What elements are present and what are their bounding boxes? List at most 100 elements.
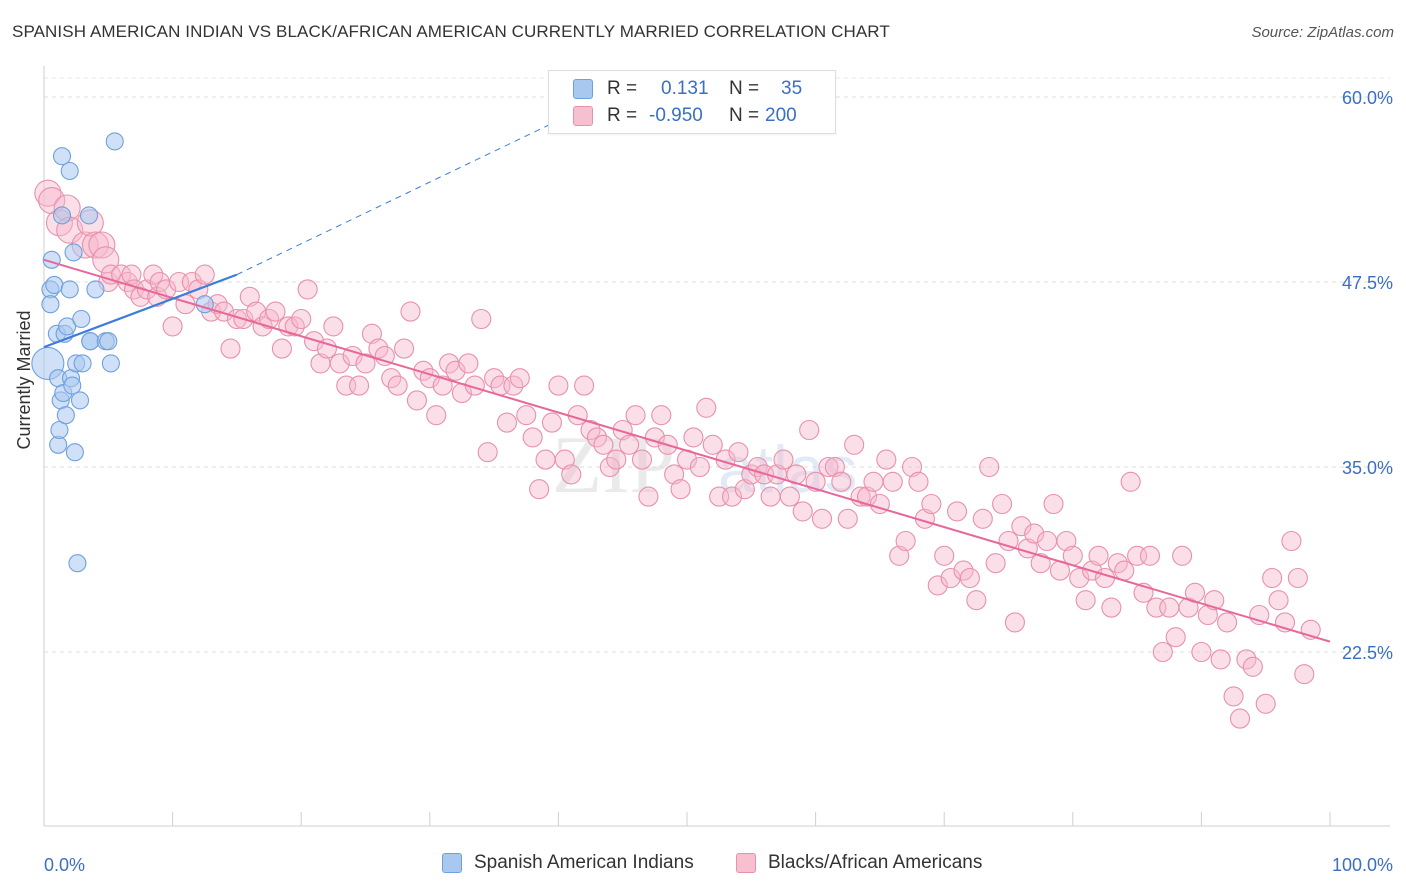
data-point-spanish bbox=[79, 206, 99, 225]
data-point-black bbox=[947, 501, 968, 522]
data-point-spanish bbox=[63, 376, 82, 395]
data-point-black bbox=[316, 338, 337, 359]
data-point-black bbox=[121, 264, 142, 285]
data-point-black bbox=[516, 405, 537, 426]
data-point-black bbox=[1287, 567, 1308, 589]
n-label: N = bbox=[729, 105, 760, 126]
data-point-black bbox=[1024, 523, 1045, 544]
data-point-black bbox=[574, 375, 595, 396]
data-point-black bbox=[291, 308, 312, 330]
data-point-black bbox=[1262, 567, 1283, 589]
data-point-black bbox=[934, 545, 955, 566]
axis-layer bbox=[43, 66, 1390, 827]
data-point-black bbox=[664, 464, 685, 485]
bottom-legend: Spanish American Indians Blacks/African … bbox=[0, 852, 1406, 876]
data-point-black bbox=[1255, 693, 1276, 714]
data-point-black bbox=[1004, 612, 1025, 633]
data-point-black bbox=[721, 486, 743, 507]
data-point-spanish bbox=[81, 332, 100, 351]
data-point-black bbox=[220, 338, 241, 359]
data-point-spanish bbox=[65, 443, 84, 462]
data-point-black bbox=[1165, 627, 1186, 648]
data-point-black bbox=[554, 449, 575, 470]
data-point-black bbox=[1152, 641, 1173, 663]
data-point-black bbox=[966, 590, 987, 611]
data-point-spanish bbox=[101, 354, 120, 373]
data-point-black bbox=[779, 486, 800, 507]
y-tick-label: 35.0% bbox=[1342, 458, 1393, 478]
data-point-black bbox=[1088, 545, 1109, 566]
data-point-spanish bbox=[52, 147, 72, 166]
n-value: 200 bbox=[765, 105, 797, 126]
data-point-black bbox=[1011, 516, 1032, 537]
data-point-black bbox=[619, 434, 640, 455]
legend-item-black: Blacks/African Americans bbox=[736, 852, 982, 874]
data-point-black bbox=[593, 434, 614, 455]
data-point-spanish bbox=[73, 354, 92, 373]
data-point-black bbox=[908, 471, 929, 492]
data-point-black bbox=[606, 449, 627, 470]
grid-layer bbox=[44, 77, 1390, 653]
legend-swatch-blue bbox=[442, 853, 462, 873]
data-point-black bbox=[824, 456, 845, 478]
data-point-black bbox=[683, 427, 704, 448]
data-point-black bbox=[34, 179, 62, 207]
data-point-spanish bbox=[60, 280, 79, 299]
data-point-black bbox=[162, 316, 183, 337]
data-point-black bbox=[1030, 553, 1051, 574]
x-tick-label: 100.0% bbox=[1332, 855, 1393, 875]
data-point-black bbox=[1178, 597, 1199, 618]
tick-labels: 60.0% 47.5% 35.0% 22.5% 0.0% 100.0% bbox=[44, 88, 1393, 875]
data-point-black bbox=[651, 405, 672, 426]
data-point-black bbox=[1229, 708, 1251, 729]
data-point-black bbox=[355, 353, 376, 374]
y-axis-label: Currently Married bbox=[14, 310, 34, 450]
data-point-black bbox=[1043, 493, 1064, 515]
data-point-black bbox=[81, 231, 109, 259]
data-point-black bbox=[265, 301, 286, 322]
data-point-black bbox=[728, 442, 749, 463]
data-point-black bbox=[304, 331, 325, 352]
data-point-black bbox=[689, 456, 710, 478]
data-point-black bbox=[625, 405, 646, 426]
series-spanish-american-indians bbox=[31, 132, 214, 573]
data-point-black bbox=[1268, 590, 1289, 611]
data-point-black bbox=[496, 412, 518, 433]
data-point-black bbox=[1114, 560, 1135, 581]
data-point-black bbox=[818, 456, 839, 478]
y-tick-label: 22.5% bbox=[1342, 643, 1393, 663]
data-point-black bbox=[972, 508, 993, 529]
data-point-black bbox=[760, 486, 781, 507]
data-point-black bbox=[271, 338, 292, 359]
data-point-black bbox=[1159, 597, 1180, 618]
series-blacks-african-americans bbox=[34, 179, 1321, 729]
data-point-black bbox=[374, 345, 395, 367]
data-point-black bbox=[194, 264, 215, 285]
data-point-black bbox=[561, 464, 582, 485]
data-point-black bbox=[901, 456, 923, 478]
n-value: 35 bbox=[781, 78, 803, 99]
data-point-spanish bbox=[56, 406, 75, 425]
data-point-black bbox=[992, 493, 1013, 515]
data-point-spanish bbox=[68, 554, 87, 573]
data-point-black bbox=[100, 264, 121, 285]
data-point-black bbox=[1223, 686, 1244, 707]
data-point-black bbox=[927, 575, 948, 596]
data-point-black bbox=[1101, 597, 1122, 618]
data-point-spanish bbox=[45, 275, 64, 295]
stats-swatch-blue bbox=[573, 79, 593, 99]
data-point-black bbox=[895, 530, 916, 552]
data-point-black bbox=[471, 308, 492, 330]
data-point-black bbox=[323, 316, 344, 337]
data-point-spanish bbox=[105, 132, 124, 151]
data-point-black bbox=[831, 471, 852, 492]
data-point-black bbox=[837, 508, 858, 529]
data-point-black bbox=[349, 375, 370, 396]
data-point-black bbox=[863, 471, 884, 492]
stats-row-spanish: R = 0.131 N = 35 bbox=[549, 76, 835, 102]
data-point-black bbox=[541, 412, 563, 433]
data-point-black bbox=[432, 375, 453, 396]
data-point-spanish bbox=[60, 161, 79, 181]
data-point-black bbox=[213, 301, 235, 322]
